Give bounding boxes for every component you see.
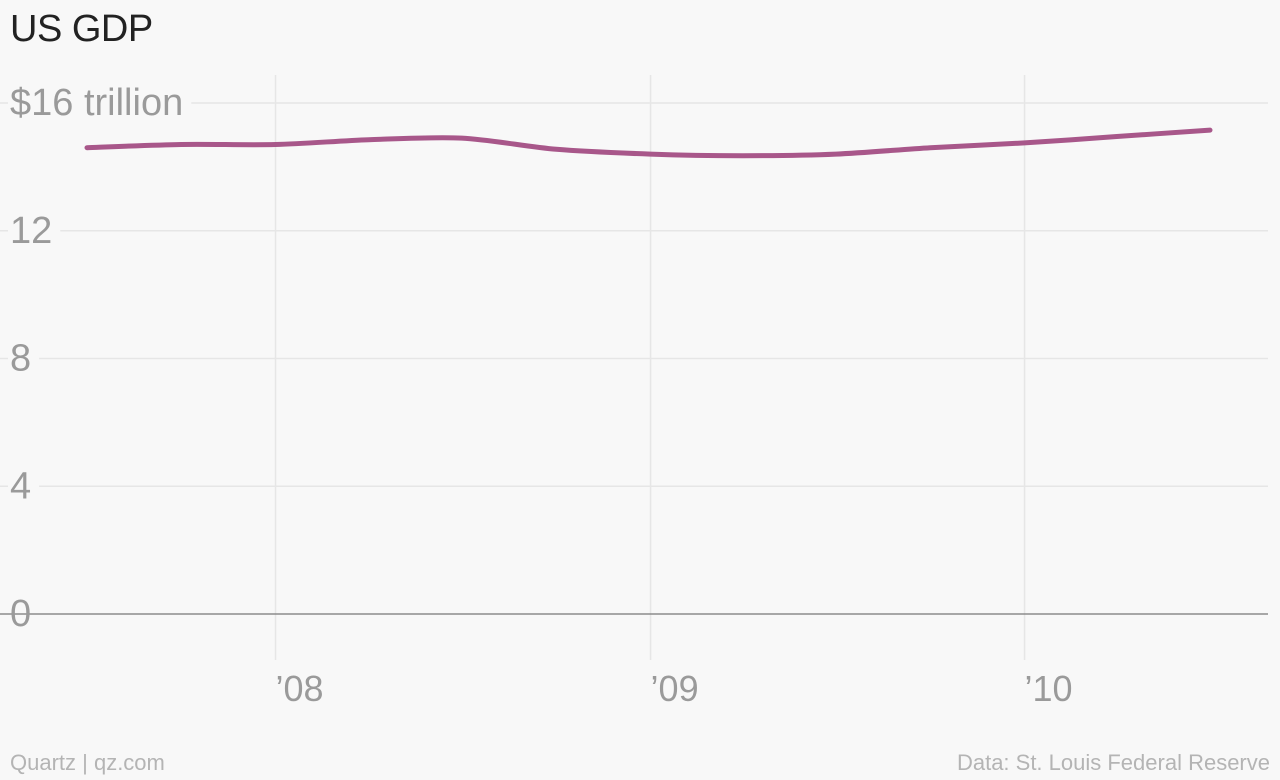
y-axis-tick-labels: 0 4 8 12 $16 trillion (8, 82, 192, 635)
data-point (1208, 128, 1213, 133)
chart-title: US GDP (10, 8, 153, 50)
x-axis-tick-labels: ’08 ’09 ’10 (276, 668, 1073, 709)
footer-source: Data: St. Louis Federal Reserve (956, 750, 1270, 775)
data-point (1022, 140, 1027, 145)
data-point (648, 152, 653, 157)
data-point (179, 142, 184, 147)
x-tick-label: ’10 (1025, 668, 1073, 709)
data-point (740, 153, 745, 158)
y-tick-label: 12 (10, 210, 52, 252)
y-tick-label-bg (8, 209, 61, 252)
data-point (834, 152, 839, 157)
data-point (554, 147, 559, 152)
footer-credit: Quartz | qz.com (10, 750, 165, 775)
data-point (928, 145, 933, 150)
y-tick-label: 8 (10, 338, 31, 380)
data-point (366, 137, 371, 142)
x-tick-label: ’08 (276, 668, 324, 709)
data-point (273, 142, 278, 147)
y-tick-label-bg (8, 465, 40, 508)
gridlines (0, 75, 1268, 660)
y-tick-label: $16 trillion (10, 82, 183, 124)
y-tick-label: 0 (10, 593, 31, 635)
series-layer (84, 127, 1213, 159)
data-point (1114, 134, 1119, 139)
x-tick-label: ’09 (651, 668, 699, 709)
y-tick-label-bg (8, 82, 192, 124)
y-tick-label-bg (8, 337, 40, 380)
data-point (85, 145, 90, 150)
data-point (460, 136, 465, 141)
y-tick-label: 4 (10, 465, 31, 507)
series-line (84, 127, 1213, 159)
